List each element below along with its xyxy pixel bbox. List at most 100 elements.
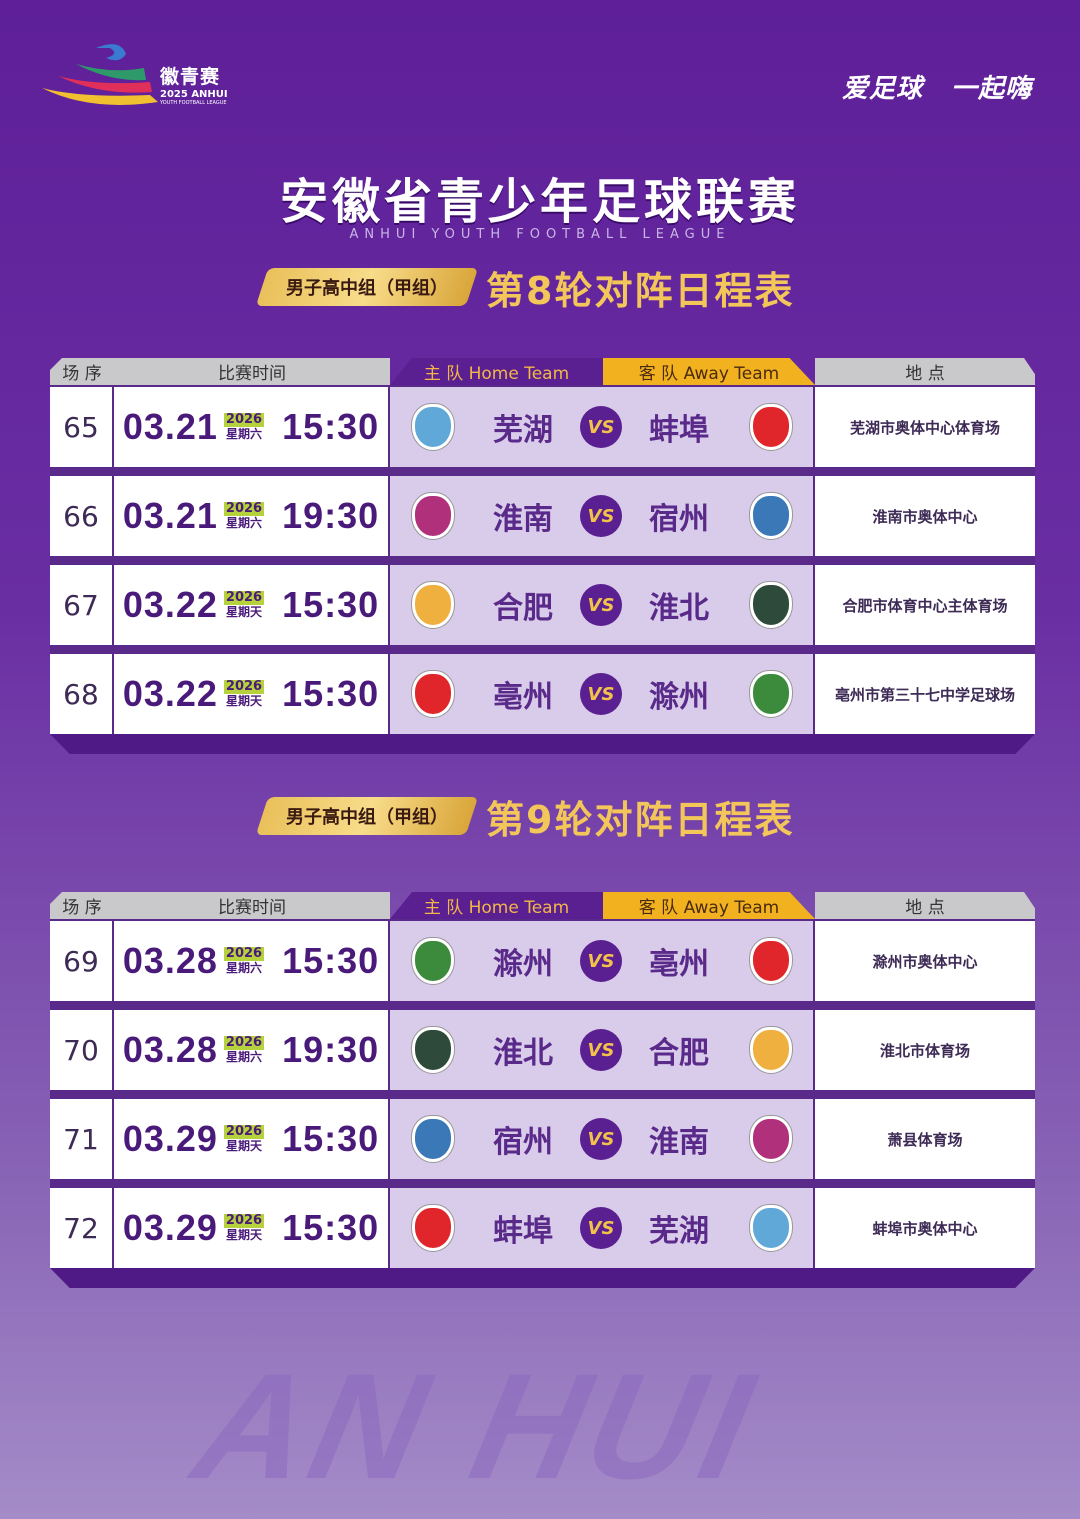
home-team: 淮北 [493, 1036, 553, 1071]
group-label: 男子高中组（甲组） [286, 807, 448, 828]
match-venue: 萧县体育场 [887, 1130, 963, 1149]
vs-icon: VS [580, 406, 622, 448]
match-time: 19:30 [282, 495, 380, 536]
match-teams: 宿州 VS 淮南 [390, 1099, 815, 1179]
group-label: 男子高中组（甲组） [286, 278, 448, 299]
year-weekday: 2026 星期天 [223, 679, 265, 708]
match-year: 2026 [223, 679, 265, 694]
page-title: 安徽省青少年足球联赛 [279, 174, 800, 230]
league-logo [42, 44, 158, 105]
header-away: 客 队 Away Team [603, 892, 815, 919]
vs-icon: VS [580, 1118, 622, 1160]
match-date: 03.28 [122, 940, 218, 981]
round-header: 男子高中组（甲组） [255, 797, 479, 835]
match-venue: 滁州市奥体中心 [872, 952, 978, 971]
round-title: 第8轮对阵日程表 [486, 269, 795, 313]
logo-text: 徽青赛 2025 ANHUI YOUTH FOOTBALL LEAGUE [160, 62, 228, 107]
year-weekday: 2026 星期六 [223, 1035, 265, 1064]
match-teams: 滁州 VS 亳州 [390, 921, 815, 1001]
group-badge: 男子高中组（甲组） [255, 268, 479, 306]
match-year: 2026 [223, 946, 265, 961]
header-seq: 场 序 [50, 892, 114, 919]
table-body: 65 03.21 2026 星期六 15:30 芜湖 VS 蚌埠 芜湖市奥体中心体… [50, 385, 1035, 734]
match-year: 2026 [223, 501, 265, 516]
home-team-crest-icon [412, 404, 454, 450]
match-time: 15:30 [282, 1118, 380, 1159]
vs-icon: VS [580, 584, 622, 626]
home-team-crest-icon [412, 938, 454, 984]
away-team-crest-icon [750, 1116, 792, 1162]
match-row: 67 03.22 2026 星期天 15:30 合肥 VS 淮北 合肥市体育中心主… [50, 565, 1035, 645]
page-subtitle: ANHUI YOUTH FOOTBALL LEAGUE [349, 227, 731, 242]
match-row: 68 03.22 2026 星期天 15:30 亳州 VS 滁州 亳州市第三十七中… [50, 654, 1035, 734]
match-date: 03.21 [122, 495, 218, 536]
match-year: 2026 [223, 1035, 265, 1050]
year-weekday: 2026 星期天 [223, 591, 265, 619]
away-team-crest-icon [750, 671, 792, 717]
match-venue: 亳州市第三十七中学足球场 [834, 685, 1015, 704]
table-header: 场 序 比赛时间 主 队 Home Team 客 队 Away Team 地 点 [50, 892, 1035, 919]
match-datetime: 03.22 2026 星期天 15:30 [114, 654, 390, 734]
match-time: 15:30 [282, 1207, 380, 1248]
logo-en: 2025 ANHUI [160, 89, 228, 100]
match-seq: 69 [50, 921, 114, 1001]
home-team: 亳州 [493, 680, 553, 715]
away-team-crest-icon [750, 1027, 792, 1073]
vs-icon: VS [580, 1029, 622, 1071]
match-datetime: 03.21 2026 星期六 19:30 [114, 476, 390, 556]
home-team-crest-icon [412, 671, 454, 717]
away-team: 蚌埠 [649, 413, 709, 448]
match-weekday: 星期天 [225, 1228, 262, 1242]
match-venue: 淮北市体育场 [879, 1041, 970, 1060]
round-title: 第9轮对阵日程表 [486, 798, 795, 842]
match-datetime: 03.28 2026 星期六 15:30 [114, 921, 390, 1001]
home-team: 芜湖 [493, 413, 553, 448]
away-team: 淮北 [649, 591, 709, 626]
match-datetime: 03.29 2026 星期天 15:30 [114, 1188, 390, 1268]
table-bottom-band [50, 734, 1035, 754]
header-seq: 场 序 [50, 358, 114, 385]
schedule-table: 场 序 比赛时间 主 队 Home Team 客 队 Away Team 地 点… [50, 892, 1035, 1288]
vs-icon: VS [580, 1207, 622, 1249]
vs-icon: VS [580, 495, 622, 537]
match-teams: 合肥 VS 淮北 [390, 565, 815, 645]
watermark: AN HUI [182, 1342, 771, 1510]
match-time: 15:30 [282, 673, 380, 714]
match-datetime: 03.28 2026 星期六 19:30 [114, 1010, 390, 1090]
home-team-crest-icon [412, 493, 454, 539]
match-datetime: 03.21 2026 星期六 15:30 [114, 387, 390, 467]
home-team: 蚌埠 [493, 1214, 553, 1249]
logo-sub: YOUTH FOOTBALL LEAGUE [160, 100, 227, 106]
away-team: 淮南 [649, 1125, 709, 1160]
table-bottom-band [50, 1268, 1035, 1288]
header-home: 主 队 Home Team [390, 892, 603, 919]
header-time: 比赛时间 [114, 358, 390, 385]
match-row: 70 03.28 2026 星期六 19:30 淮北 VS 合肥 淮北市体育场 [50, 1010, 1035, 1090]
header-time: 比赛时间 [114, 892, 390, 919]
home-team-crest-icon [412, 1027, 454, 1073]
match-date: 03.29 [122, 1118, 218, 1159]
year-weekday: 2026 星期六 [223, 501, 265, 530]
match-time: 15:30 [282, 584, 380, 625]
table-body: 69 03.28 2026 星期六 15:30 滁州 VS 亳州 滁州市奥体中心 … [50, 919, 1035, 1268]
match-seq: 68 [50, 654, 114, 734]
group-badge: 男子高中组（甲组） [255, 797, 479, 835]
match-venue: 淮南市奥体中心 [872, 507, 978, 526]
home-team: 淮南 [493, 502, 553, 537]
logo-cn: 徽青赛 [160, 66, 221, 88]
match-year: 2026 [223, 412, 265, 427]
match-date: 03.21 [122, 406, 218, 447]
away-team: 亳州 [649, 947, 709, 982]
match-time: 19:30 [282, 1029, 380, 1070]
year-weekday: 2026 星期天 [223, 1214, 265, 1242]
match-teams: 亳州 VS 滁州 [390, 654, 815, 734]
match-teams: 蚌埠 VS 芜湖 [390, 1188, 815, 1268]
match-datetime: 03.22 2026 星期天 15:30 [114, 565, 390, 645]
match-teams: 淮南 VS 宿州 [390, 476, 815, 556]
away-team-crest-icon [750, 493, 792, 539]
table-header: 场 序 比赛时间 主 队 Home Team 客 队 Away Team 地 点 [50, 358, 1035, 385]
match-seq: 70 [50, 1010, 114, 1090]
match-seq: 67 [50, 565, 114, 645]
header-venue: 地 点 [815, 892, 1035, 919]
home-team-crest-icon [412, 582, 454, 628]
